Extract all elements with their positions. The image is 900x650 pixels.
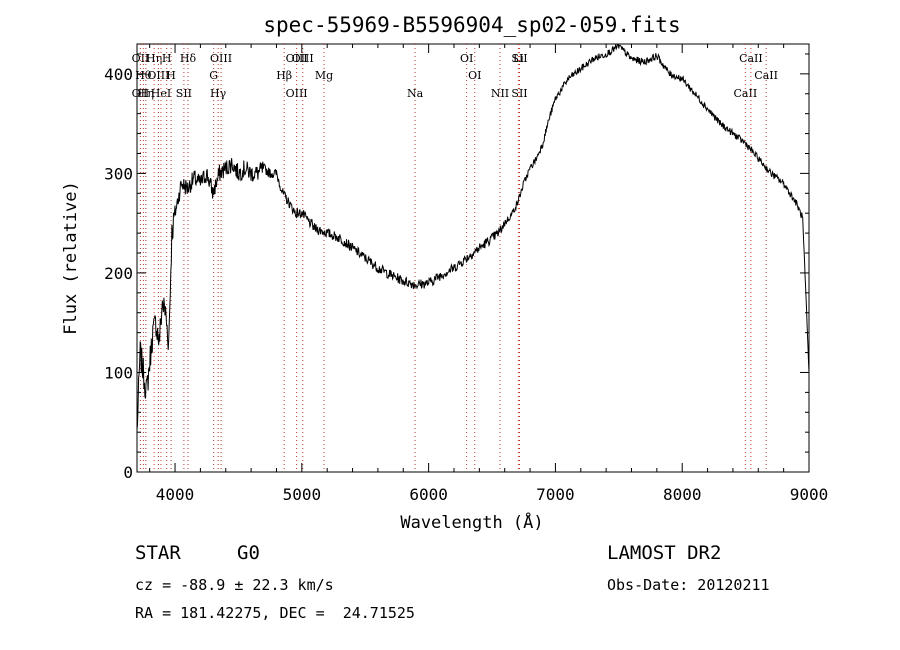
line-marker-label: Mg — [315, 69, 333, 82]
line-marker-label: OII — [132, 52, 150, 65]
line-marker-label: SII — [511, 52, 527, 65]
y-tick-label: 400 — [104, 65, 133, 84]
line-marker-label: Hδ — [180, 52, 197, 65]
line-marker-label: OIII — [210, 52, 232, 65]
y-tick-label: 200 — [104, 264, 133, 283]
y-axis: 0 100 200 300 400 — [104, 53, 809, 482]
x-axis: 4000 5000 6000 7000 8000 9000 — [149, 44, 829, 504]
x-tick-label: 9000 — [790, 485, 829, 504]
survey-name: LAMOST DR2 — [607, 542, 722, 564]
line-marker-label: Hη — [146, 52, 162, 65]
object-subclass: G0 — [237, 542, 260, 564]
x-tick-label: 4000 — [156, 485, 195, 504]
line-marker-label: Hγ — [210, 87, 227, 100]
line-marker-label: OI — [468, 69, 481, 82]
line-marker-label: OIII — [286, 52, 308, 65]
line-marker-label: Na — [407, 87, 424, 100]
line-marker-label: CaII — [754, 69, 778, 82]
coordinates-text: RA = 181.42275, DEC = 24.71525 — [135, 604, 415, 622]
redshift-text: cz = -88.9 ± 22.3 km/s — [135, 576, 334, 594]
line-marker-label: OIII — [292, 52, 314, 65]
observation-date: Obs-Date: 20120211 — [607, 576, 770, 594]
line-marker-label: Hθ — [135, 69, 152, 82]
plot-frame — [136, 43, 810, 473]
spectrum-line — [136, 43, 810, 430]
line-marker-label: HeI — [151, 87, 171, 100]
line-marker-label: OI — [460, 52, 473, 65]
line-marker-label: Hβ — [276, 69, 292, 82]
chart-title: spec-55969-B5596904_sp02-059.fits — [263, 13, 680, 37]
line-marker-label: H — [166, 69, 176, 82]
line-marker-label: Li — [513, 52, 524, 65]
line-marker-label: SII — [176, 87, 192, 100]
line-marker-label: Hη — [138, 87, 154, 100]
x-tick-label: 6000 — [409, 485, 448, 504]
line-marker-label: OIII — [286, 87, 308, 100]
spectral-line-markers: OIIOIIHθHηHηOIIIHeIHHSIIHδGHγOIIIHβOIIIO… — [132, 44, 778, 472]
line-marker-label: CaII — [739, 52, 763, 65]
x-axis-label: Wavelength (Å) — [400, 511, 543, 533]
y-tick-label: 0 — [123, 463, 133, 482]
object-class: STAR — [135, 542, 181, 564]
x-tick-label: 8000 — [663, 485, 702, 504]
x-tick-label: 5000 — [283, 485, 322, 504]
line-marker-label: CaII — [734, 87, 758, 100]
line-marker-label: H — [162, 52, 172, 65]
line-marker-label: SII — [511, 87, 527, 100]
line-marker-label: G — [209, 69, 218, 82]
y-axis-label: Flux (relative) — [61, 181, 81, 335]
line-marker-label: OIII — [147, 69, 169, 82]
y-tick-label: 100 — [104, 363, 133, 382]
line-marker-label: NII — [491, 87, 509, 100]
y-tick-label: 300 — [104, 164, 133, 183]
x-tick-label: 7000 — [536, 485, 575, 504]
